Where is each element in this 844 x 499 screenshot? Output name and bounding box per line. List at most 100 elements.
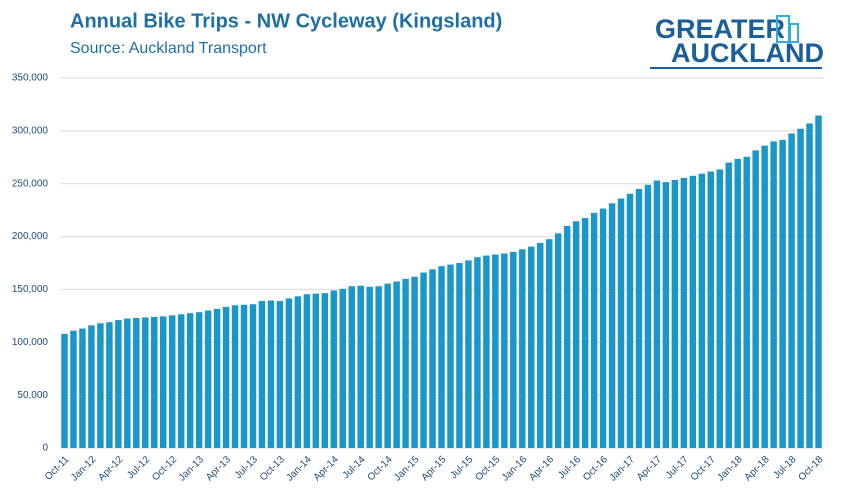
- x-tick-label: Apr-18: [743, 454, 772, 483]
- x-tick-label: Jan-18: [715, 454, 745, 484]
- x-tick-label: Oct-16: [581, 454, 610, 483]
- bar: [617, 198, 625, 448]
- bar: [151, 316, 158, 448]
- bar: [420, 272, 427, 448]
- y-tick-label: 350,000: [12, 73, 49, 84]
- bar: [770, 141, 777, 448]
- bar: [626, 193, 634, 448]
- x-tick-label: Oct-12: [150, 454, 179, 483]
- x-tick-label: Jan-17: [608, 454, 638, 484]
- bar: [635, 189, 643, 448]
- bar: [563, 226, 571, 448]
- x-tick-label: Jul-17: [664, 454, 691, 481]
- x-tick-label: Apr-13: [204, 454, 233, 483]
- bar: [240, 304, 248, 448]
- x-tick-label: Jan-16: [500, 454, 530, 484]
- bar: [276, 301, 284, 448]
- bar: [806, 123, 813, 448]
- bar: [61, 333, 68, 448]
- bar: [222, 306, 230, 448]
- bar: [70, 330, 77, 448]
- bar: [483, 255, 490, 448]
- bar: [680, 177, 688, 448]
- bar: [411, 276, 418, 448]
- bar: [285, 298, 293, 448]
- bar: [644, 184, 652, 448]
- bar: [294, 296, 302, 448]
- bar: [339, 288, 346, 448]
- chart-title: Annual Bike Trips - NW Cycleway (Kingsla…: [70, 10, 502, 32]
- bar: [115, 320, 122, 448]
- x-tick-label: Oct-14: [366, 454, 395, 483]
- bar: [438, 266, 445, 448]
- bar: [321, 293, 329, 448]
- bar: [393, 281, 400, 448]
- bar: [653, 180, 661, 449]
- bar: [779, 139, 786, 449]
- bar: [213, 308, 221, 448]
- bar: [662, 182, 670, 448]
- x-tick-label: Jan-13: [177, 454, 207, 484]
- bar: [124, 318, 131, 448]
- bar: [725, 162, 732, 449]
- y-tick-label: 200,000: [12, 231, 49, 242]
- bar: [88, 325, 95, 448]
- logo-text: GREATER: [655, 14, 785, 44]
- x-tick-label: Jul-14: [341, 454, 368, 481]
- bar: [788, 133, 795, 448]
- x-tick-label: Jul-12: [125, 454, 152, 481]
- x-tick-label: Jul-13: [233, 454, 260, 481]
- bar: [815, 115, 822, 449]
- bar: [689, 175, 697, 449]
- bar: [177, 314, 185, 448]
- bar: [258, 301, 266, 448]
- bar: [79, 328, 86, 448]
- bar: [734, 158, 741, 448]
- x-tick-label: Oct-17: [689, 454, 718, 483]
- y-tick-label: 50,000: [17, 390, 48, 401]
- bar: [554, 233, 562, 448]
- x-tick-label: Oct-15: [473, 454, 502, 483]
- bar: [501, 253, 508, 448]
- bar: [97, 323, 104, 448]
- x-tick-label: Jan-12: [69, 454, 99, 484]
- bar: [492, 254, 499, 448]
- x-tick-label: Jan-15: [392, 454, 422, 484]
- x-tick-label: Jan-14: [284, 454, 314, 484]
- bar: [186, 313, 194, 448]
- x-tick-label: Apr-14: [312, 454, 341, 483]
- bar: [447, 264, 454, 448]
- chart-subtitle: Source: Auckland Transport: [70, 40, 267, 57]
- bar: [195, 312, 203, 448]
- bar: [330, 290, 338, 448]
- bar: [761, 145, 768, 448]
- x-tick-label: Apr-12: [96, 454, 125, 483]
- bar: [357, 285, 364, 448]
- bar: [402, 278, 409, 448]
- bar: [366, 286, 373, 448]
- bar: [608, 203, 616, 448]
- bar: [375, 286, 382, 448]
- y-tick-label: 150,000: [12, 284, 49, 295]
- bar: [528, 246, 535, 448]
- bar: [384, 283, 391, 448]
- bar: [429, 269, 436, 448]
- bar: [707, 171, 715, 449]
- bar: [698, 173, 706, 448]
- y-tick-label: 250,000: [12, 178, 49, 189]
- y-tick-label: 100,000: [12, 337, 49, 348]
- bar: [465, 260, 472, 448]
- bar: [743, 156, 750, 448]
- bar: [537, 242, 544, 448]
- y-tick-label: 0: [42, 443, 48, 454]
- bar: [312, 293, 320, 448]
- bar: [474, 257, 481, 448]
- bar: [133, 317, 140, 448]
- x-tick-label: Apr-15: [419, 454, 448, 483]
- x-tick-label: Apr-17: [635, 454, 664, 483]
- x-tick-label: Jul-18: [772, 454, 799, 481]
- bar: [590, 212, 598, 448]
- x-tick-label: Oct-18: [796, 454, 825, 483]
- logo: GREATER AUCKLAND: [650, 14, 824, 69]
- x-tick-label: Apr-16: [527, 454, 556, 483]
